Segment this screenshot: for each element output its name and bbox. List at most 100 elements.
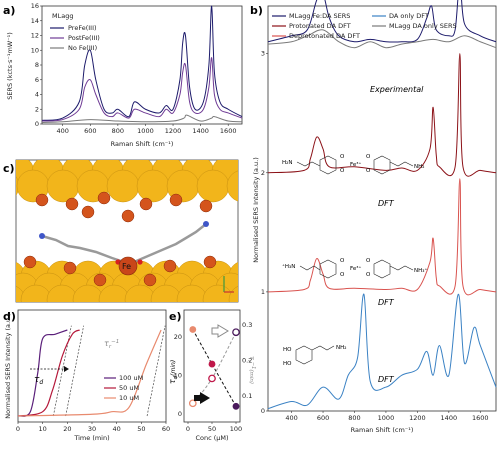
a-xtick-label: 400 bbox=[56, 127, 68, 135]
iron-sphere bbox=[93, 273, 107, 287]
gold-sphere bbox=[136, 169, 170, 203]
annotation-dft-1: DFT bbox=[378, 199, 395, 208]
panel-d-series bbox=[17, 325, 166, 417]
chem1-o2: O bbox=[340, 168, 345, 174]
chem2-right-amine: NH₃⁺ bbox=[414, 267, 427, 274]
molecule-sticks bbox=[40, 222, 208, 264]
legend-prot: Protonated DA DFT bbox=[289, 22, 351, 30]
series-postfe-iii- bbox=[41, 57, 243, 122]
chem1-ring-right bbox=[373, 155, 391, 175]
d-xtick-label: 40 bbox=[113, 425, 121, 433]
series-protonated-da-dft bbox=[267, 178, 497, 296]
iron-sphere bbox=[139, 197, 153, 211]
chem2-ring-left bbox=[319, 259, 337, 279]
panel-e-ylabel-left: τd(min) bbox=[168, 360, 179, 384]
d-xtick-label: 0 bbox=[16, 425, 20, 433]
iron-sphere bbox=[203, 255, 217, 269]
gold-sphere bbox=[20, 284, 52, 302]
panel-d-xlabel: Time (min) bbox=[73, 434, 109, 442]
legend-prefe: PreFe(III) bbox=[68, 24, 97, 32]
iron-sphere bbox=[143, 273, 157, 287]
chem3-ho1: HO bbox=[283, 347, 292, 353]
gold-sphere bbox=[124, 284, 156, 302]
iron-sphere bbox=[35, 193, 49, 207]
panel-b-label: b) bbox=[250, 4, 263, 17]
fit-line bbox=[52, 325, 72, 417]
chem2-o2: O bbox=[340, 272, 345, 278]
iron-atoms bbox=[23, 191, 217, 287]
panel-a-ylabel: SERS (kcts·s⁻¹mW⁻¹) bbox=[6, 32, 14, 100]
panel-a-series bbox=[41, 5, 243, 124]
panel-c: c) Fe bbox=[0, 159, 272, 303]
legend-50: 50 uM bbox=[119, 384, 139, 392]
series-50-um bbox=[17, 329, 80, 417]
gold-sphere bbox=[242, 273, 272, 303]
series-100-um bbox=[17, 329, 68, 417]
nitrogen-left bbox=[39, 233, 45, 239]
gold-sphere bbox=[106, 169, 140, 203]
b-xtick-label: 600 bbox=[317, 414, 329, 422]
d-xtick-label: 10 bbox=[39, 425, 47, 433]
gold-sphere bbox=[72, 284, 104, 302]
panel-e: e) 0 50 100 0 10 20 0.1 0.2 0.3 Conc (μM) τd(m… bbox=[168, 309, 256, 442]
iron-center-label: Fe bbox=[122, 262, 131, 271]
b-ytick-label: 2 bbox=[261, 169, 265, 177]
a-xtick-label: 1000 bbox=[137, 127, 154, 135]
chem3-ring bbox=[295, 345, 313, 365]
series-prefe-iii- bbox=[41, 5, 243, 121]
iron-sphere bbox=[63, 261, 77, 275]
panel-d-label: d) bbox=[3, 310, 16, 323]
arrow-right-open bbox=[211, 324, 229, 338]
iron-sphere bbox=[81, 205, 95, 219]
panel-e-xticks: 0 50 100 bbox=[186, 422, 242, 433]
iron-sphere bbox=[97, 191, 111, 205]
panel-a-label: a) bbox=[3, 4, 15, 17]
chem2-o3: O bbox=[366, 258, 371, 264]
panel-d-frame bbox=[17, 309, 167, 423]
legend-deprot: Deprotonated DA DFT bbox=[289, 32, 360, 40]
gold-sphere bbox=[0, 273, 12, 303]
panel-b: b) 400 600 800 1000 1200 1400 1600 0 1 2 3 Raman … bbox=[250, 0, 497, 434]
chem2-o1: O bbox=[340, 258, 345, 264]
legend-10: 10 uM bbox=[119, 394, 139, 402]
d-xtick-label: 60 bbox=[162, 425, 170, 433]
panel-e-yticks-left: 0 10 20 bbox=[174, 333, 182, 418]
gold-sphere bbox=[226, 170, 238, 202]
tau-d-arrowhead bbox=[64, 366, 69, 372]
iron-sphere bbox=[65, 197, 79, 211]
gold-sphere bbox=[228, 285, 238, 302]
panel-b-series bbox=[267, 0, 497, 410]
a-xtick-label: 1400 bbox=[192, 127, 209, 135]
panel-d: d) 0 10 20 30 40 50 60 Time (min) Normalised S… bbox=[3, 309, 170, 442]
e-ytick-left-label: 20 bbox=[174, 333, 182, 341]
chem1-chain-right bbox=[389, 161, 414, 167]
a-ytick-label: 6 bbox=[35, 76, 39, 84]
annotation-dft-2: DFT bbox=[378, 298, 395, 307]
oxygen-atom-2 bbox=[137, 259, 143, 265]
e-xtick-label: 50 bbox=[208, 425, 216, 433]
tau-d-fit bbox=[192, 329, 237, 407]
chem2-chain-right bbox=[389, 265, 414, 271]
chem1-o1: O bbox=[340, 154, 345, 160]
b-xtick-label: 1200 bbox=[409, 414, 426, 422]
b-xtick-label: 1600 bbox=[472, 414, 489, 422]
a-ytick-label: 16 bbox=[31, 2, 39, 10]
gold-sphere bbox=[46, 284, 78, 302]
chem1-ring-left bbox=[319, 155, 337, 175]
panel-a-xticks: 400 600 800 1000 1200 1400 1600 bbox=[56, 124, 236, 135]
chem2-o4: O bbox=[366, 272, 371, 278]
b-xtick-label: 400 bbox=[285, 414, 297, 422]
tau-r-point bbox=[188, 399, 197, 408]
molecule-atoms bbox=[39, 221, 209, 265]
tau-d-symbol: τd bbox=[34, 375, 43, 386]
b-ytick-label: 0 bbox=[261, 407, 265, 415]
iron-sphere bbox=[199, 199, 213, 213]
series-10-um bbox=[17, 329, 162, 417]
chem2-left-amine: ⁺H₃N bbox=[282, 263, 295, 270]
legend-100: 100 uM bbox=[119, 374, 143, 382]
tau-d-point bbox=[232, 402, 240, 410]
gold-layer-bottom bbox=[0, 260, 272, 303]
e-ytick-right-label: 0.3 bbox=[242, 321, 252, 329]
chem-structure-fe-da-deprot: H₂N O O Fe³⁺ O O NH₂ bbox=[282, 154, 424, 175]
chem1-o4: O bbox=[366, 168, 371, 174]
